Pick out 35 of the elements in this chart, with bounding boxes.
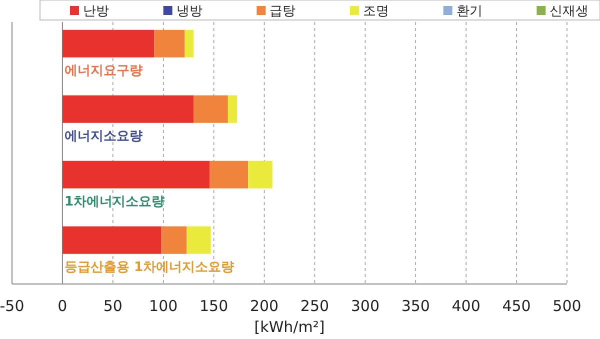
x-tick-label: 0 xyxy=(58,297,68,315)
x-tick-label: 300 xyxy=(350,297,380,315)
bar xyxy=(194,95,228,123)
bar xyxy=(186,226,211,254)
x-tick-label: 200 xyxy=(250,297,279,315)
x-tick-label: 500 xyxy=(552,297,582,315)
bar xyxy=(210,160,248,188)
x-tick-label: 50 xyxy=(103,297,122,315)
bar xyxy=(228,95,238,123)
x-tick-label: -50 xyxy=(0,297,24,315)
x-tick-label: 350 xyxy=(401,297,430,315)
x-tick-label: 250 xyxy=(300,297,330,315)
legend-label: 난방 xyxy=(83,4,109,19)
bar xyxy=(161,226,187,254)
x-axis-title: [kWh/m²] xyxy=(254,318,325,336)
legend-label: 환기 xyxy=(456,4,482,19)
bar xyxy=(62,95,194,123)
legend-label: 냉방 xyxy=(176,4,202,19)
x-tick-label: 400 xyxy=(452,297,480,315)
y-tick-label: 1차에너지소요량 xyxy=(64,194,164,210)
bar xyxy=(248,160,272,188)
legend-label: 급탕 xyxy=(270,4,296,19)
legend-label: 신재생 xyxy=(550,4,589,19)
bar xyxy=(62,30,154,58)
x-tick-label: 450 xyxy=(502,297,531,315)
x-tick-label: 100 xyxy=(149,297,178,315)
y-tick-label: 에너지요구량 xyxy=(64,63,142,78)
legend-label: 조명 xyxy=(363,4,389,19)
x-tick-label: 150 xyxy=(200,297,228,315)
bar xyxy=(62,226,162,254)
y-tick-label: 에너지소요량 xyxy=(64,128,142,144)
bar xyxy=(184,30,194,58)
bar xyxy=(154,30,185,58)
y-tick-label: 등급산출용 1차에너지소요량 xyxy=(64,260,234,275)
bar xyxy=(62,160,210,188)
